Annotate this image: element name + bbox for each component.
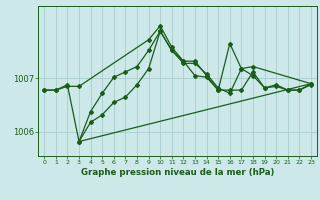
X-axis label: Graphe pression niveau de la mer (hPa): Graphe pression niveau de la mer (hPa) [81, 168, 274, 177]
